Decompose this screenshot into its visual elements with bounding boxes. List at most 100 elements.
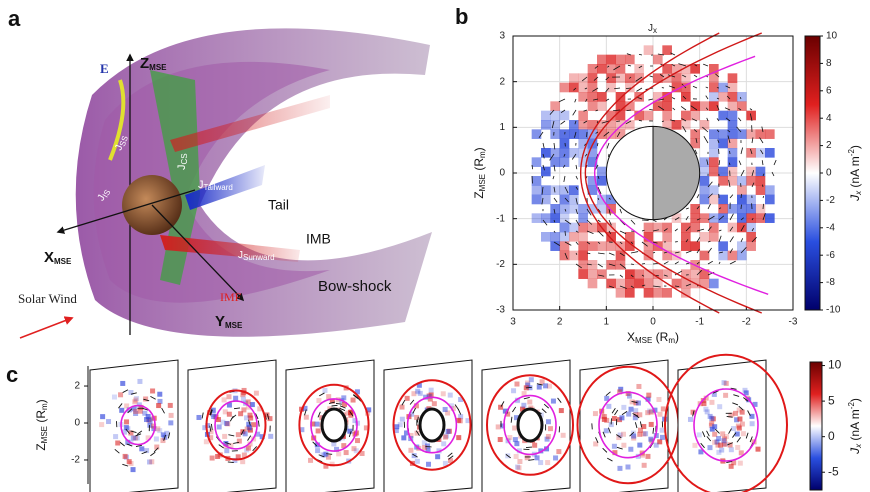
flow-vector — [541, 197, 544, 205]
heat-cell — [641, 462, 647, 468]
heat-cell — [524, 455, 530, 461]
flow-vector — [703, 63, 709, 67]
heat-cell — [625, 288, 635, 298]
heat-cell — [635, 400, 641, 406]
flow-vector — [597, 197, 600, 201]
heat-cell — [718, 194, 728, 205]
heat-cell — [662, 92, 672, 102]
heat-cell — [498, 404, 504, 410]
heat-cell — [662, 45, 672, 55]
flow-vector — [167, 432, 171, 439]
flow-vector — [760, 149, 764, 155]
heat-cell — [541, 166, 551, 177]
y-tick-label: -1 — [496, 213, 505, 224]
flow-vector — [531, 164, 534, 170]
flow-vector — [674, 270, 683, 276]
flow-vector — [718, 215, 725, 221]
heat-cell — [620, 431, 626, 437]
heat-cell — [618, 386, 624, 392]
heat-cell — [593, 441, 599, 447]
heat-cell — [423, 394, 429, 400]
heat-cell — [556, 449, 562, 455]
flow-vector — [751, 170, 755, 177]
heat-cell — [132, 435, 138, 441]
flow-vector — [597, 263, 604, 268]
flow-vector — [621, 411, 628, 416]
flow-vector — [671, 64, 676, 67]
flow-vector — [229, 415, 234, 422]
heat-cell — [662, 222, 672, 233]
flow-vector — [738, 405, 744, 411]
heat-cell — [699, 176, 710, 186]
colorbar-tick-label: -10 — [826, 305, 841, 316]
heat-cell — [113, 434, 119, 440]
flow-vector — [326, 453, 333, 455]
flow-vector — [553, 186, 556, 193]
heat-cell — [348, 412, 354, 418]
heat-cell — [559, 204, 570, 214]
flow-vector — [614, 409, 619, 416]
heat-cell — [597, 92, 607, 102]
flow-vector — [608, 197, 611, 200]
heat-cell — [604, 395, 610, 401]
heat-cell — [119, 407, 125, 413]
heat-cell — [625, 82, 635, 93]
heat-cell — [550, 110, 560, 121]
heat-cell — [615, 110, 626, 121]
heat-cell — [709, 420, 715, 426]
flow-vector — [630, 241, 634, 244]
flow-vector — [629, 431, 635, 437]
flow-vector — [693, 74, 698, 78]
heat-cell — [569, 82, 579, 93]
heat-cell — [145, 435, 151, 441]
heat-cell — [606, 110, 616, 121]
heat-cell — [662, 101, 672, 111]
heat-cell — [310, 421, 316, 427]
heat-cell — [608, 422, 614, 428]
flow-vector — [575, 230, 579, 233]
heat-cell — [326, 394, 332, 400]
heat-cell — [249, 402, 255, 408]
heat-cell — [699, 232, 710, 242]
heat-cell — [633, 412, 639, 418]
heat-cell — [718, 82, 728, 93]
flow-vector — [724, 107, 731, 111]
heat-cell — [755, 129, 766, 139]
heat-cell — [597, 129, 607, 139]
x-tick-label: 3 — [510, 317, 516, 328]
heat-cell — [144, 417, 150, 423]
heat-cell — [734, 417, 740, 423]
heat-cell — [131, 406, 137, 412]
heat-cell — [628, 406, 634, 412]
heat-cell — [737, 222, 747, 233]
heat-cell — [699, 120, 710, 130]
heat-cell — [442, 434, 448, 440]
heat-cell — [302, 405, 308, 411]
flow-vector — [608, 252, 615, 256]
sunward-current — [160, 235, 300, 262]
flow-vector — [597, 208, 601, 213]
x-axis-label: XMSE — [44, 249, 72, 266]
flow-vector — [564, 252, 568, 260]
heat-cell — [142, 410, 148, 416]
heat-cell — [128, 389, 134, 395]
heat-cell — [150, 388, 156, 394]
flow-vector — [553, 142, 556, 150]
heat-cell — [699, 194, 710, 205]
heat-cell — [737, 250, 747, 261]
heat-cell — [755, 176, 766, 186]
bow-shock-ring — [486, 374, 574, 476]
heat-cell — [225, 421, 231, 427]
heat-cell — [718, 204, 728, 214]
heat-cell — [653, 288, 663, 298]
flow-vector — [668, 85, 676, 89]
flow-vector — [161, 407, 165, 414]
heat-cell — [578, 260, 588, 270]
flow-vector — [348, 431, 352, 438]
flow-vector — [762, 213, 766, 221]
heat-cell — [559, 110, 570, 121]
colorbar-tick-label: -6 — [826, 250, 835, 261]
heat-cell — [587, 260, 598, 270]
heat-cell — [699, 250, 710, 261]
flow-vector — [692, 85, 698, 89]
